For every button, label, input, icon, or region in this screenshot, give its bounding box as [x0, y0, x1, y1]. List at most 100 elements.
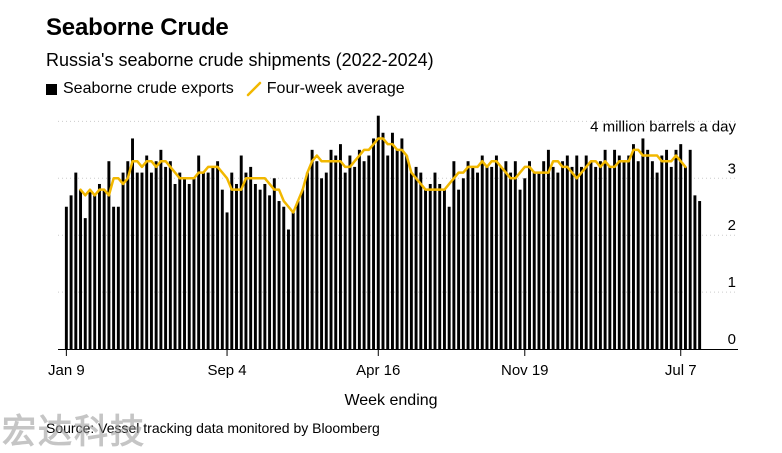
- bar: [381, 132, 385, 349]
- bar: [187, 183, 191, 349]
- bar: [504, 161, 508, 349]
- axis-layer: 0 1 2 3 4 million barrels a day Jan 9 Sep 4 Apr…: [48, 118, 738, 379]
- bar: [665, 149, 669, 349]
- bar: [320, 178, 324, 349]
- bar: [575, 155, 579, 349]
- bar: [565, 155, 569, 349]
- bar: [447, 206, 451, 349]
- bar: [154, 161, 158, 349]
- bar: [239, 155, 243, 349]
- bar: [390, 132, 394, 349]
- bar: [537, 172, 541, 349]
- bar: [636, 161, 640, 349]
- bar: [315, 161, 319, 349]
- bar: [660, 155, 664, 349]
- bar: [376, 115, 380, 349]
- legend: Seaborne crude exports Four-week average: [46, 80, 417, 98]
- bar: [112, 206, 116, 349]
- bar: [211, 166, 215, 349]
- bar: [518, 189, 522, 349]
- bar: [494, 155, 498, 349]
- bar: [532, 172, 536, 349]
- bar: [627, 155, 631, 349]
- legend-label-exports: Seaborne crude exports: [63, 80, 234, 97]
- bar: [594, 166, 598, 349]
- bar: [452, 161, 456, 349]
- bar: [476, 172, 479, 349]
- bar: [74, 172, 78, 349]
- bar: [367, 155, 371, 349]
- bar: [357, 149, 361, 349]
- bar: [674, 149, 678, 349]
- bar: [542, 161, 546, 349]
- bar: [121, 172, 125, 349]
- bar: [603, 149, 607, 349]
- bar: [584, 155, 588, 349]
- bar: [282, 206, 286, 349]
- bar: [669, 166, 673, 349]
- bar: [362, 161, 366, 349]
- x-axis-title: Week ending: [344, 392, 438, 409]
- bar: [466, 161, 470, 349]
- bar: [258, 189, 262, 349]
- bar: [480, 155, 484, 349]
- bar: [168, 161, 172, 349]
- bar: [102, 189, 106, 349]
- y-tick-label: 0: [728, 331, 736, 348]
- bar: [301, 189, 305, 349]
- bar: [698, 201, 702, 349]
- x-tick-label: Apr 16: [356, 362, 400, 379]
- bar: [268, 195, 272, 349]
- bar: [617, 155, 621, 349]
- bar: [679, 144, 683, 349]
- bar: [499, 166, 503, 349]
- bar: [131, 138, 134, 349]
- bar: [159, 149, 163, 349]
- bar: [216, 161, 220, 349]
- bar: [655, 172, 659, 349]
- legend-label-average: Four-week average: [266, 80, 405, 97]
- bar: [83, 218, 87, 349]
- bar: [296, 201, 300, 349]
- bar: [428, 183, 432, 349]
- bar: [197, 155, 201, 349]
- bar: [641, 138, 645, 349]
- bar: [310, 149, 314, 349]
- bar: [395, 149, 399, 349]
- bar: [79, 189, 83, 349]
- bar: [646, 149, 650, 349]
- chart-subtitle: Russia's seaborne crude shipments (2022-…: [46, 50, 434, 70]
- bar: [272, 178, 276, 349]
- bar: [523, 178, 527, 349]
- bar: [442, 189, 446, 349]
- bar: [461, 178, 465, 349]
- bar: [97, 183, 101, 349]
- bar: [598, 161, 602, 349]
- bar: [225, 212, 229, 349]
- y-tick-label: 4 million barrels a day: [590, 118, 736, 135]
- bar: [107, 161, 111, 349]
- bar: [343, 172, 347, 349]
- bar: [353, 166, 357, 349]
- x-tick-label: Nov 19: [501, 362, 549, 379]
- bar: [149, 172, 153, 349]
- bar: [126, 161, 130, 349]
- bar: [183, 178, 186, 349]
- bar: [192, 178, 196, 349]
- bar: [414, 166, 418, 349]
- bar: [419, 172, 423, 349]
- bar: [688, 149, 692, 349]
- bar: [580, 166, 583, 349]
- bar: [348, 155, 352, 349]
- bar: [235, 183, 238, 349]
- legend-item-average: Four-week average: [246, 80, 405, 98]
- bars-layer: [64, 115, 702, 349]
- bar: [201, 172, 205, 349]
- bar: [622, 161, 626, 349]
- legend-line-swatch-icon: [246, 81, 262, 97]
- bar: [400, 138, 404, 349]
- bar: [88, 189, 92, 349]
- bar: [424, 189, 427, 349]
- bar: [650, 161, 654, 349]
